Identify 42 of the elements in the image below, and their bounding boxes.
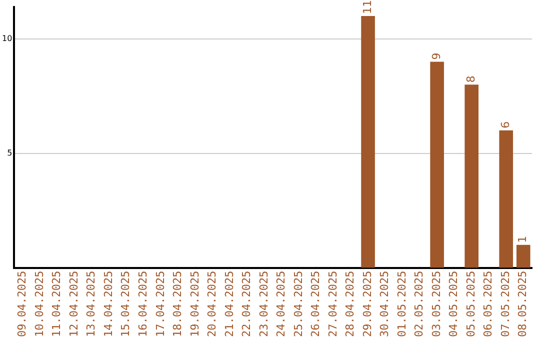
y-tick-label: 10 [2,34,12,43]
bar [464,84,478,268]
x-tick-label: 26.04.2025 [309,270,322,338]
x-tick-label: 01.05.2025 [395,270,408,338]
x-tick-label: 17.04.2025 [154,270,167,338]
x-tick-label: 05.05.2025 [464,270,478,338]
x-tick-label: 13.04.2025 [84,270,98,338]
bar [516,244,530,268]
x-tick-label: 11.04.2025 [50,270,64,338]
x-tick-label: 28.04.2025 [344,270,357,338]
x-tick-label: 24.04.2025 [274,270,288,338]
x-tick-label: 22.04.2025 [240,270,254,338]
x-tick-label: 03.05.2025 [430,270,443,338]
bar [499,130,514,268]
data-label: 9 [430,52,443,60]
x-tick-label: 06.05.2025 [482,270,495,338]
x-tick-label: 02.05.2025 [412,270,426,338]
x-tick-label: 30.04.2025 [378,270,392,338]
bar [361,16,375,268]
x-tick-label: 08.05.2025 [516,270,530,338]
x-tick-label: 07.05.2025 [498,270,512,338]
x-tick-label: 12.04.2025 [67,270,80,338]
x-tick-label: 21.04.2025 [222,270,236,338]
data-label: 1 [516,236,530,243]
x-tick-label: 10.04.2025 [32,270,46,338]
bar [430,62,444,268]
x-tick-label: 23.04.2025 [257,270,270,338]
y-tick-label: 5 [7,148,12,158]
x-tick-label: 14.04.2025 [102,270,115,338]
x-tick-label: 09.04.2025 [16,270,29,338]
x-tick-label: 25.04.2025 [292,270,305,338]
data-label: 8 [464,76,478,83]
x-tick-label: 15.04.2025 [119,270,132,338]
x-tick-label: 20.04.2025 [206,270,219,338]
x-tick-label: 04.05.2025 [447,270,460,338]
x-tick-label: 27.04.2025 [326,270,340,338]
x-tick-label: 29.04.2025 [360,270,374,338]
x-tick-label: 18.04.2025 [171,270,184,338]
x-tick-label: 19.04.2025 [188,270,202,338]
x-tick-label: 16.04.2025 [136,270,150,338]
data-label: 6 [498,121,512,128]
data-label: 11 [360,0,374,14]
